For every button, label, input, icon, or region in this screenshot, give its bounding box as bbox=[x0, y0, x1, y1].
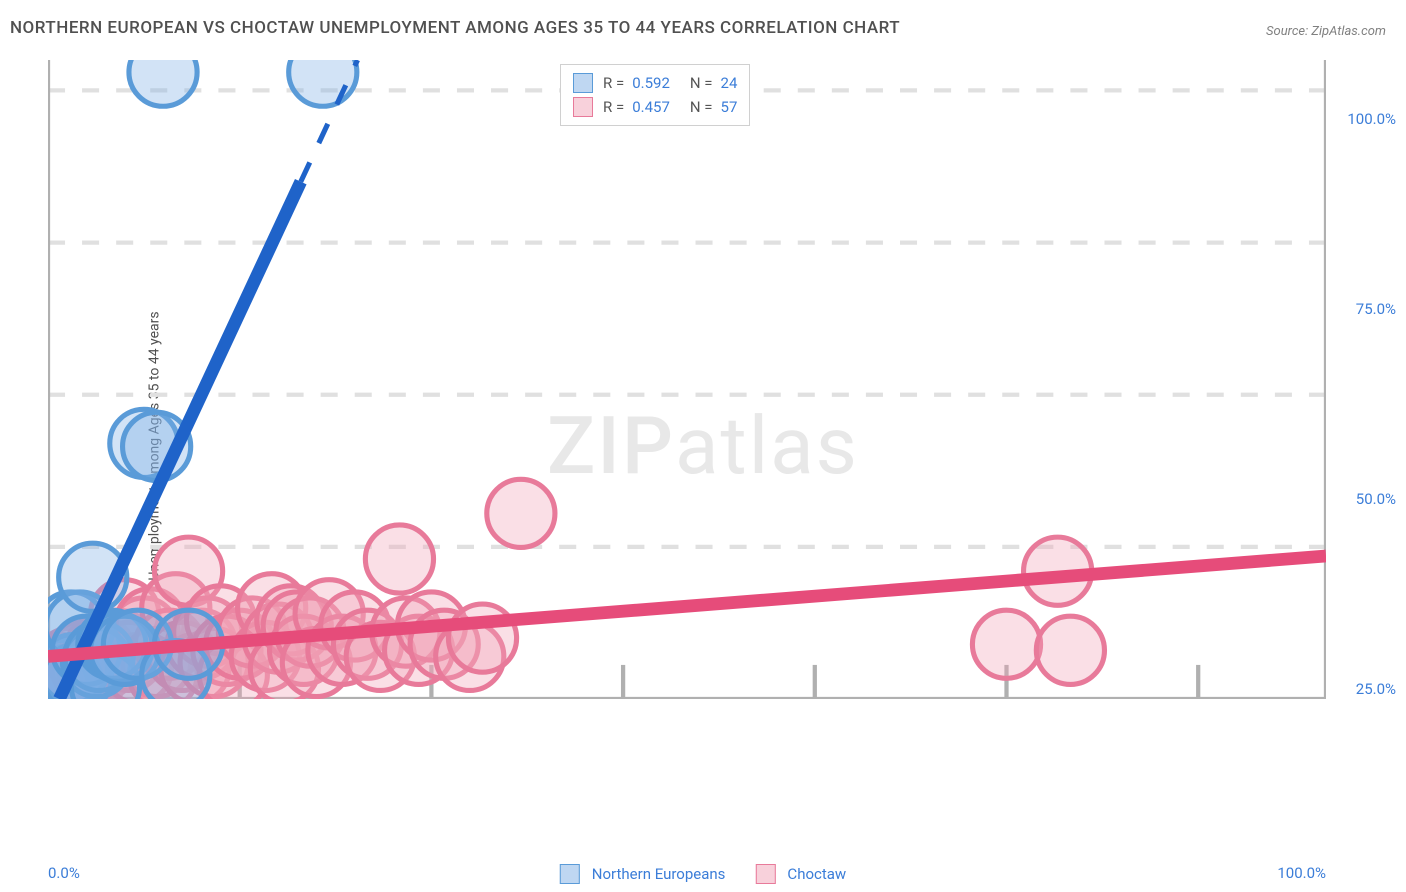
legend-n-label-1: N = bbox=[690, 95, 713, 119]
legend-series-label-0: Northern Europeans bbox=[592, 865, 726, 883]
legend-n-val-1: 57 bbox=[721, 95, 738, 119]
legend-row-0: R = 0.592 N = 24 bbox=[573, 71, 737, 95]
legend-series-item-0: Northern Europeans bbox=[560, 864, 726, 884]
legend-swatch-0 bbox=[573, 73, 593, 93]
x-tick-100: 100.0% bbox=[1277, 864, 1326, 882]
legend-series-swatch-1 bbox=[755, 864, 775, 884]
legend-series-swatch-0 bbox=[560, 864, 580, 884]
legend-series: Northern Europeans Choctaw bbox=[560, 864, 846, 884]
chart-container: NORTHERN EUROPEAN VS CHOCTAW UNEMPLOYMEN… bbox=[0, 0, 1406, 892]
y-tick-25: 25.0% bbox=[1356, 680, 1396, 698]
legend-n-val-0: 24 bbox=[721, 71, 738, 95]
legend-n-label-0: N = bbox=[690, 71, 713, 95]
legend-r-label-0: R = bbox=[603, 71, 624, 95]
legend-series-label-1: Choctaw bbox=[787, 865, 846, 883]
y-tick-75: 75.0% bbox=[1356, 300, 1396, 318]
legend-r-val-1: 0.457 bbox=[632, 95, 670, 119]
legend-correlation: R = 0.592 N = 24 R = 0.457 N = 57 bbox=[560, 64, 750, 126]
y-tick-100: 100.0% bbox=[1347, 110, 1396, 128]
legend-r-label-1: R = bbox=[603, 95, 624, 119]
legend-series-item-1: Choctaw bbox=[755, 864, 846, 884]
legend-swatch-1 bbox=[573, 97, 593, 117]
x-tick-0: 0.0% bbox=[48, 864, 80, 882]
chart-title: NORTHERN EUROPEAN VS CHOCTAW UNEMPLOYMEN… bbox=[10, 18, 900, 38]
legend-r-val-0: 0.592 bbox=[632, 71, 670, 95]
chart-source: Source: ZipAtlas.com bbox=[1266, 24, 1386, 39]
legend-row-1: R = 0.457 N = 57 bbox=[573, 95, 737, 119]
plot-area bbox=[48, 60, 1326, 699]
y-tick-50: 50.0% bbox=[1356, 490, 1396, 508]
